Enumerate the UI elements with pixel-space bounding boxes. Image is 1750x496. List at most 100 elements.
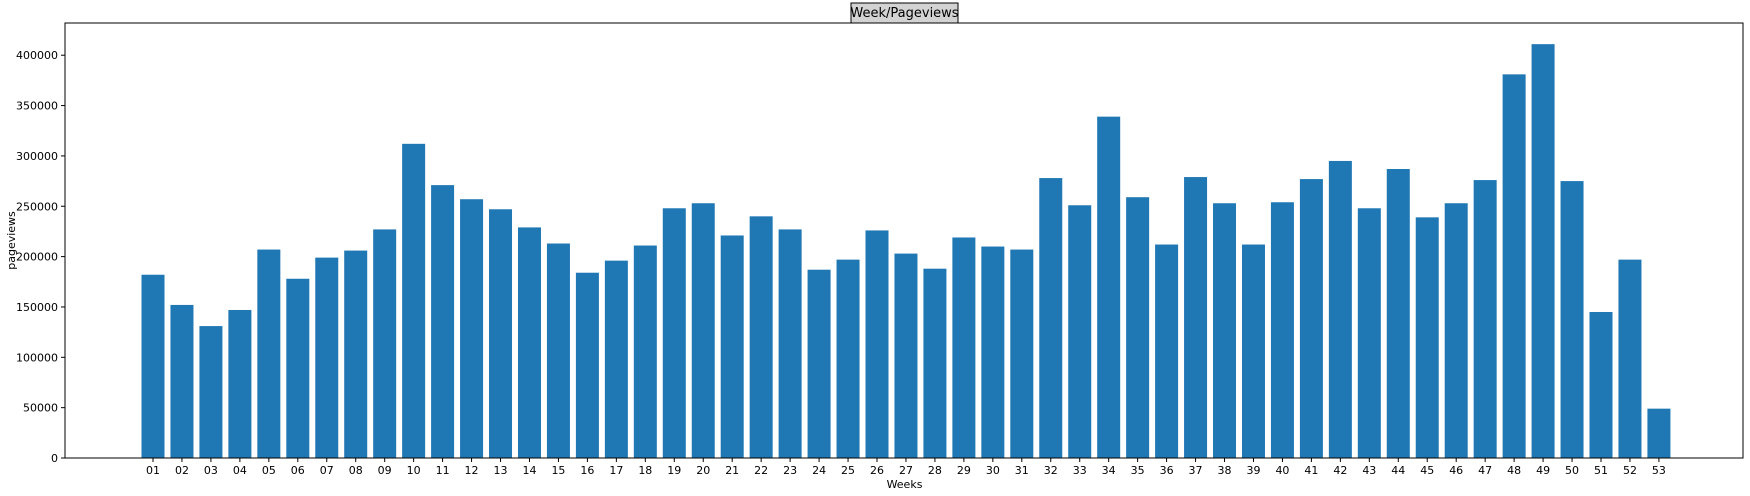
x-tick-label: 46 xyxy=(1449,464,1463,477)
bar-week-01 xyxy=(141,274,165,458)
x-tick-label: 03 xyxy=(204,464,218,477)
bar-week-25 xyxy=(836,259,860,458)
bar-week-03 xyxy=(199,326,223,458)
x-tick-label: 06 xyxy=(291,464,305,477)
bar-week-39 xyxy=(1241,244,1265,458)
x-tick-label: 16 xyxy=(580,464,594,477)
x-tick-label: 07 xyxy=(320,464,334,477)
bar-week-08 xyxy=(344,250,368,458)
y-axis-ticks: 0 50000 100000 150000 200000 250000 300000 3500… xyxy=(16,49,65,465)
bar-week-15 xyxy=(546,243,570,458)
x-tick-label: 40 xyxy=(1275,464,1289,477)
x-tick-label: 14 xyxy=(522,464,536,477)
y-tick-label: 350000 xyxy=(16,100,58,113)
x-tick-label: 51 xyxy=(1594,464,1608,477)
x-tick-label: 28 xyxy=(928,464,942,477)
bar-week-19 xyxy=(662,208,686,458)
bar-week-26 xyxy=(865,230,889,458)
x-tick-label: 09 xyxy=(378,464,392,477)
x-tick-label: 21 xyxy=(725,464,739,477)
bar-week-13 xyxy=(489,209,513,458)
bar-week-43 xyxy=(1357,208,1381,458)
x-tick-label: 17 xyxy=(609,464,623,477)
bar-week-44 xyxy=(1386,169,1410,458)
bar-week-37 xyxy=(1184,177,1208,458)
bar-week-31 xyxy=(1010,249,1034,458)
chart-title: Week/Pageviews xyxy=(850,6,958,21)
x-tick-label: 05 xyxy=(262,464,276,477)
x-tick-label: 49 xyxy=(1536,464,1550,477)
bar-week-04 xyxy=(228,309,252,458)
x-tick-label: 22 xyxy=(754,464,768,477)
y-tick-label: 150000 xyxy=(16,301,58,314)
bar-week-14 xyxy=(517,227,541,458)
bar-week-05 xyxy=(257,249,281,458)
bar-week-16 xyxy=(575,272,599,458)
x-tick-label: 48 xyxy=(1507,464,1521,477)
x-tick-label: 24 xyxy=(812,464,826,477)
bar-week-20 xyxy=(691,203,715,458)
x-tick-label: 19 xyxy=(667,464,681,477)
x-tick-label: 36 xyxy=(1160,464,1174,477)
bar-week-27 xyxy=(894,253,918,458)
y-tick-label: 300000 xyxy=(16,150,58,163)
x-tick-label: 32 xyxy=(1044,464,1058,477)
x-tick-label: 11 xyxy=(436,464,450,477)
y-tick-label: 400000 xyxy=(16,49,58,62)
x-tick-label: 02 xyxy=(175,464,189,477)
bar-week-32 xyxy=(1039,178,1063,458)
x-tick-label: 29 xyxy=(957,464,971,477)
bar-week-17 xyxy=(604,260,628,458)
x-tick-label: 35 xyxy=(1131,464,1145,477)
x-tick-label: 39 xyxy=(1246,464,1260,477)
bar-week-51 xyxy=(1589,311,1613,458)
bar-week-34 xyxy=(1097,116,1121,459)
x-tick-label: 50 xyxy=(1565,464,1579,477)
bar-week-47 xyxy=(1473,180,1497,458)
y-tick-label: 50000 xyxy=(23,402,58,415)
x-tick-label: 12 xyxy=(465,464,479,477)
x-tick-label: 42 xyxy=(1333,464,1347,477)
x-tick-label: 30 xyxy=(986,464,1000,477)
bar-week-49 xyxy=(1531,44,1555,459)
x-tick-label: 38 xyxy=(1218,464,1232,477)
x-tick-label: 27 xyxy=(899,464,913,477)
x-tick-label: 37 xyxy=(1189,464,1203,477)
x-tick-label: 20 xyxy=(696,464,710,477)
bar-week-24 xyxy=(807,269,831,458)
x-tick-label: 13 xyxy=(494,464,508,477)
bar-week-46 xyxy=(1444,203,1468,458)
bar-week-36 xyxy=(1155,244,1179,458)
x-tick-label: 18 xyxy=(638,464,652,477)
y-tick-label: 0 xyxy=(51,452,58,465)
y-tick-label: 200000 xyxy=(16,251,58,264)
x-tick-label: 15 xyxy=(551,464,565,477)
x-tick-label: 44 xyxy=(1391,464,1405,477)
x-tick-label: 01 xyxy=(146,464,160,477)
bar-week-42 xyxy=(1328,160,1352,458)
axes-group xyxy=(64,22,1744,459)
x-tick-label: 45 xyxy=(1420,464,1434,477)
bars-group xyxy=(141,44,1671,459)
x-tick-label: 25 xyxy=(841,464,855,477)
bar-week-21 xyxy=(720,235,744,458)
bar-week-52 xyxy=(1618,259,1642,458)
plot-frame xyxy=(64,22,1744,459)
x-tick-label: 08 xyxy=(349,464,363,477)
x-tick-label: 53 xyxy=(1652,464,1666,477)
x-tick-label: 33 xyxy=(1073,464,1087,477)
bar-week-11 xyxy=(431,185,455,458)
bar-week-40 xyxy=(1270,202,1294,458)
bar-week-35 xyxy=(1126,197,1150,458)
bar-week-50 xyxy=(1560,181,1584,458)
x-tick-label: 47 xyxy=(1478,464,1492,477)
bar-week-38 xyxy=(1213,203,1237,458)
bar-week-22 xyxy=(749,216,773,458)
bar-week-10 xyxy=(402,143,426,458)
x-tick-label: 34 xyxy=(1102,464,1116,477)
bar-week-30 xyxy=(981,246,1005,458)
bar-week-23 xyxy=(778,229,802,458)
x-axis-ticks: 01 02 03 04 05 06 07 08 09 10 11 12 13 14 15 16 17 18 19 20… xyxy=(146,458,1666,477)
bar-week-18 xyxy=(633,245,657,458)
